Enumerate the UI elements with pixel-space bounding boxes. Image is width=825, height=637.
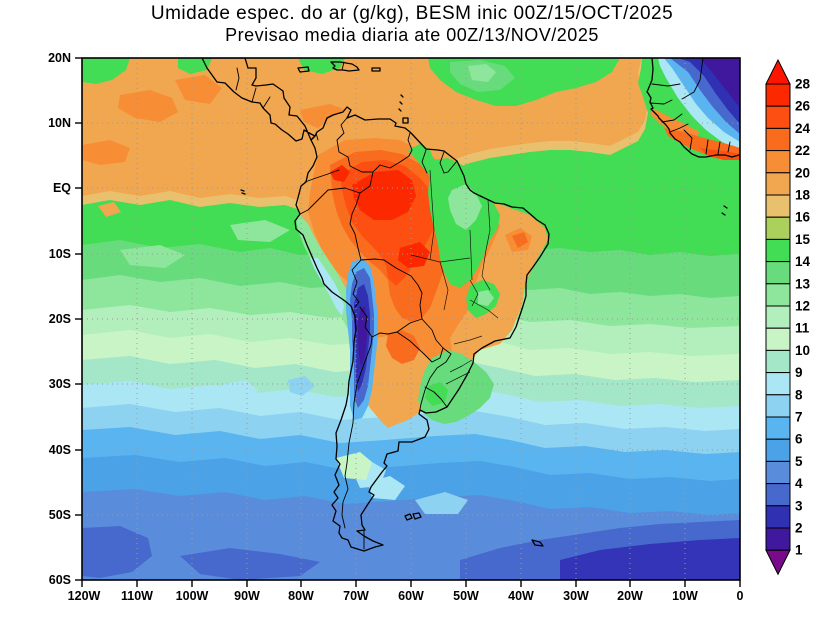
colorbar-box [765,438,791,462]
colorbar-box [765,194,791,218]
colorbar-boundary-label: 1 [795,543,803,558]
country-borders [235,58,731,550]
south-georgia-island [531,539,544,547]
colorbar-boundary-label: 11 [795,321,810,336]
colorbar-boundary-label: 8 [795,387,803,402]
colorbar-boundary-label: 22 [795,143,810,158]
colorbar-boundary-label: 18 [795,188,811,203]
colorbar-box [765,483,791,507]
colorbar-boundary-label: 10 [795,343,810,358]
colorbar-boundary-label: 24 [795,121,811,136]
x-tick-label: 120W [68,589,101,603]
galapagos-islands [240,189,246,195]
lesser-antilles-islands [398,94,404,112]
y-tick-label: 10S [49,247,71,261]
colorbar-box [765,327,791,351]
colorbar-box [765,283,791,307]
colorbar-box [765,172,791,196]
graticule [82,58,740,580]
falkland-islands [404,512,422,521]
colorbar-box [765,238,791,263]
colorbar-boundary-label: 3 [795,498,803,513]
puerto-rico-island [371,67,381,72]
colorbar-boundary-label: 28 [795,77,811,92]
colorbar-boundary-label: 13 [795,276,811,291]
colorbar-box [765,305,791,329]
x-tick-label: 90W [234,589,260,603]
x-tick-label: 50W [453,589,479,603]
x-tick-label: 70W [343,589,369,603]
y-tick-label: 30S [49,377,71,391]
colorbar-arrow-top [765,58,791,85]
trinidad-island [402,117,409,124]
brazil-state-borders [410,169,499,385]
colorbar-boundary-label: 20 [795,165,810,180]
y-tick-label: 50S [49,508,71,522]
hispaniola-island [330,61,360,72]
colorbar-box [765,105,791,129]
contour-field [82,58,740,580]
colorbar-box [765,505,791,529]
x-tick-label: 60W [398,589,424,603]
colorbar-boundary-label: 5 [795,454,803,469]
colorbar-box [765,527,791,551]
colorbar-boundary-label: 2 [795,521,803,536]
y-tick-label: 20S [49,312,71,326]
y-tick-label: 60S [49,573,71,587]
africa-coastline [646,58,740,158]
x-axis-labels: 120W 110W 100W 90W 80W 70W 60W 50W 40W 3… [68,589,744,603]
x-tick-label: 100W [176,589,209,603]
jamaica-island [297,66,310,73]
x-tick-label: 40W [508,589,534,603]
map-title: Umidade espec. do ar (g/kg), BESM inic 0… [151,3,673,24]
south-america-coastline [294,106,550,552]
y-axis-labels: 20N 10N EQ 10S 20S 30S 40S 50S 60S [48,51,71,587]
x-tick-label: 30W [563,589,589,603]
colorbar-boundary-label: 9 [795,365,803,380]
sao-tome-islands [721,205,728,216]
colorbar-boundary-label: 4 [795,476,803,491]
colorbar-arrow-bottom [765,549,791,576]
axis-ticks [75,57,741,587]
colorbar-box [765,394,791,418]
y-tick-label: 40S [49,443,71,457]
colorbar-boundary-label: 12 [795,299,810,314]
colorbar-boundary-label: 26 [795,99,811,114]
colorbar-box [765,83,791,107]
colorbar-box [765,216,791,240]
x-tick-label: 80W [288,589,314,603]
colorbar-boundary-label: 15 [795,232,811,247]
x-tick-label: 20W [617,589,643,603]
y-tick-label: EQ [53,181,71,195]
x-tick-label: 10W [672,589,698,603]
colorbar-boundary-label: 16 [795,210,811,225]
colorbar-box [765,349,791,374]
colorbar-box [765,150,791,174]
colorbar-boundary-label: 6 [795,432,803,447]
coastlines [201,58,740,552]
central-america-coastline [201,58,316,142]
colorbar-legend: 28 26 24 22 20 18 16 15 14 13 12 11 10 9 8 7 6 5 4 3 2 1 [765,58,811,576]
y-tick-label: 10N [48,116,71,130]
colorbar-boundary-label: 7 [795,410,803,425]
colorbar-box [765,372,791,396]
y-tick-label: 20N [48,51,71,65]
colorbar-boundary-label: 14 [795,254,811,269]
colorbar-box [765,460,791,485]
x-tick-label: 0 [737,589,744,603]
x-tick-label: 110W [121,589,153,603]
colorbar-box [765,416,791,440]
map-subtitle: Previsao media diaria ate 00Z/13/NOV/202… [225,25,599,45]
colorbar-box [765,127,791,152]
colorbar-box [765,261,791,285]
